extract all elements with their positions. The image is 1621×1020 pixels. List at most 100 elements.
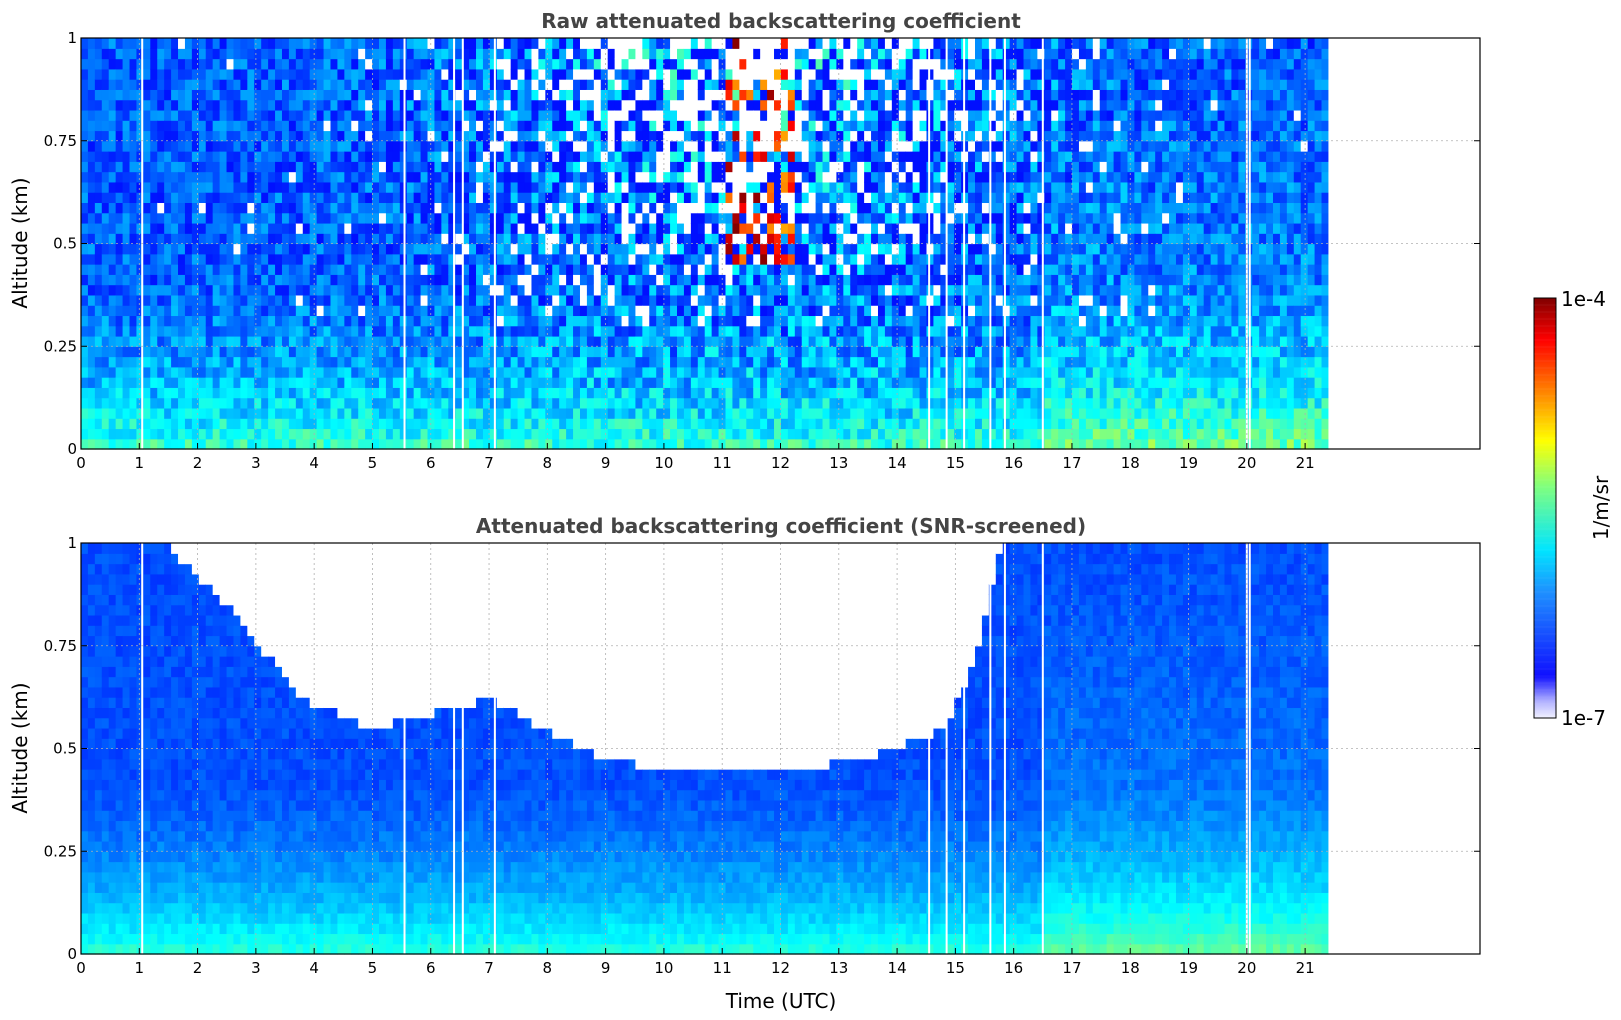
- heatmap-cell: [794, 253, 803, 265]
- heatmap-cell: [254, 325, 262, 337]
- heatmap-cell: [829, 140, 837, 152]
- heatmap-cell: [337, 222, 345, 234]
- heatmap-cell: [496, 243, 505, 255]
- heatmap-cell: [219, 222, 228, 234]
- heatmap-cell: [302, 377, 311, 388]
- heatmap-cell: [593, 346, 602, 358]
- heatmap-cell: [469, 274, 477, 286]
- heatmap-cell: [240, 284, 248, 296]
- heatmap-cell: [871, 212, 879, 224]
- heatmap-cell: [663, 366, 671, 378]
- heatmap-cell: [136, 48, 144, 60]
- heatmap-cell: [850, 253, 858, 265]
- heatmap-cell: [143, 387, 151, 399]
- heatmap-cell: [406, 407, 415, 419]
- heatmap-cell: [600, 243, 609, 255]
- heatmap-cell: [184, 407, 193, 419]
- heatmap-cell: [94, 38, 103, 49]
- heatmap-cell: [510, 397, 519, 409]
- heatmap-cell: [746, 58, 754, 70]
- heatmap-cell: [774, 79, 782, 90]
- heatmap-cell: [413, 192, 422, 204]
- heatmap-cell: [794, 233, 803, 245]
- heatmap-cell: [302, 109, 311, 121]
- heatmap-cell: [365, 109, 373, 121]
- heatmap-cell: [323, 407, 332, 419]
- heatmap-cell: [122, 233, 131, 245]
- heatmap-cell: [385, 212, 394, 224]
- heatmap-cell: [767, 68, 775, 80]
- heatmap-cell: [864, 325, 872, 337]
- heatmap-cell: [718, 120, 727, 132]
- heatmap-cell: [774, 294, 782, 306]
- heatmap-cell: [379, 109, 387, 121]
- heatmap-cell: [531, 366, 539, 378]
- heatmap-cell: [171, 222, 179, 234]
- heatmap-cell: [877, 130, 886, 142]
- heatmap-cell: [365, 212, 373, 224]
- heatmap-cell: [704, 202, 713, 214]
- heatmap-cell: [531, 407, 539, 419]
- heatmap-cell: [295, 161, 304, 173]
- heatmap-cell: [171, 315, 179, 327]
- heatmap-cell: [704, 274, 713, 286]
- heatmap-cell: [815, 346, 824, 358]
- heatmap-cell: [413, 89, 422, 101]
- heatmap-cell: [912, 233, 921, 245]
- heatmap-cell: [94, 58, 103, 70]
- heatmap-cell: [579, 151, 588, 162]
- heatmap-cell: [649, 325, 657, 337]
- heatmap-cell: [794, 140, 803, 152]
- heatmap-cell: [87, 274, 96, 286]
- heatmap-cell: [101, 109, 110, 121]
- heatmap-cell: [164, 315, 172, 327]
- heatmap-cell: [503, 294, 512, 306]
- heatmap-cell: [441, 366, 449, 378]
- heatmap-cell: [760, 130, 768, 142]
- heatmap-cell: [545, 253, 553, 265]
- heatmap-cell: [621, 253, 630, 265]
- heatmap-cell: [552, 171, 560, 183]
- heatmap-cell: [656, 222, 664, 234]
- heatmap-cell: [351, 284, 359, 296]
- heatmap-cell: [815, 264, 824, 275]
- heatmap-cell: [746, 284, 754, 296]
- heatmap-cell: [753, 428, 761, 440]
- heatmap-cell: [898, 325, 907, 337]
- heatmap-cell: [365, 192, 373, 204]
- heatmap-cell: [344, 99, 352, 111]
- heatmap-cell: [115, 130, 124, 142]
- heatmap-cell: [586, 38, 595, 49]
- heatmap-cell: [850, 305, 858, 317]
- heatmap-cell: [385, 202, 394, 214]
- heatmap-cell: [427, 325, 436, 337]
- heatmap-cell: [635, 130, 643, 142]
- heatmap-cell: [822, 48, 831, 60]
- heatmap-cell: [496, 274, 505, 286]
- heatmap-cell: [205, 356, 214, 368]
- heatmap-cell: [233, 233, 241, 245]
- heatmap-cell: [108, 130, 117, 142]
- heatmap-cell: [621, 48, 630, 60]
- heatmap-cell: [469, 161, 477, 173]
- heatmap-cell: [566, 264, 574, 275]
- heatmap-cell: [406, 315, 415, 327]
- heatmap-cell: [732, 264, 740, 275]
- heatmap-cell: [524, 418, 533, 430]
- heatmap-cell: [767, 346, 775, 358]
- heatmap-cell: [365, 325, 373, 337]
- heatmap-cell: [316, 109, 325, 121]
- heatmap-cell: [164, 305, 172, 317]
- heatmap-cell: [891, 346, 900, 358]
- heatmap-cell: [108, 99, 117, 111]
- heatmap-cell: [808, 264, 817, 275]
- heatmap-cell: [503, 140, 512, 152]
- heatmap-cell: [261, 68, 269, 80]
- heatmap-cell: [663, 79, 671, 90]
- heatmap-cell: [649, 233, 657, 245]
- heatmap-cell: [898, 397, 907, 409]
- heatmap-cell: [455, 264, 463, 275]
- heatmap-cell: [191, 58, 200, 70]
- heatmap-cell: [302, 192, 311, 204]
- heatmap-cell: [836, 120, 844, 132]
